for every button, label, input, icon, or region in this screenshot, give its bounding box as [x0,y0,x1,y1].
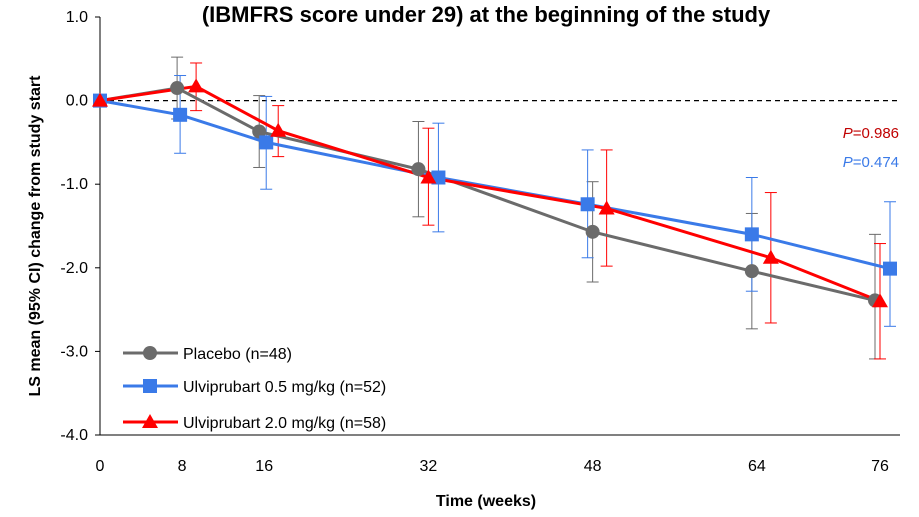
x-tick-label: 16 [255,458,273,475]
error-bars [171,56,896,360]
data-point-circle [411,162,426,177]
data-point-square [883,261,897,276]
data-point-triangle [762,249,779,264]
data-point-circle [170,81,185,96]
data-point-square [744,227,759,242]
x-tick-label: 48 [584,458,602,475]
data-point-triangle [420,169,437,184]
y-tick-label: 0.0 [66,93,88,110]
axes: 1.0 0.0 -1.0 -2.0 -3.0 -4.0 0 8 16 32 48 64 76 [60,9,900,475]
data-point-circle [143,346,157,360]
data-point-triangle [92,92,108,107]
x-tick-label: 76 [871,458,889,475]
p-value-2-value: =0.474 [853,154,899,171]
y-axis-label: LS mean (95% CI) change from study start [27,75,44,397]
legend-label: Placebo (n=48) [183,346,292,363]
series-lines [99,84,891,303]
legend-label: Ulviprubart 0.5 mg/kg (n=52) [183,379,386,396]
x-tick-label: 8 [178,458,187,475]
legend-label: Ulviprubart 2.0 mg/kg (n=58) [183,415,386,432]
svg-text:P=0.986: P=0.986 [843,125,899,142]
p-value-2: P=0.474 [843,154,899,171]
data-point-circle [252,124,267,139]
series-line-2 [99,99,891,271]
x-axis-label: Time (weeks) [436,493,536,510]
y-tick-label: -3.0 [60,343,88,360]
chart-title: (IBMFRS score under 29) at the beginning… [202,2,771,27]
data-point-triangle [188,78,205,93]
data-point-triangle [270,122,287,137]
y-tick-label: 1.0 [66,9,88,26]
data-point-triangle [872,293,888,308]
data-point-triangle [142,414,158,428]
data-point-square [143,379,157,393]
p-value-1-prefix: P [843,125,853,142]
data-point-triangle [598,200,615,215]
y-tick-label: -1.0 [60,176,88,193]
p-value-1-value: =0.986 [853,125,899,142]
data-point-square [259,135,274,150]
series-line-1 [99,86,876,302]
y-tick-label: -2.0 [60,260,88,277]
p-value-1: P=0.986 [843,125,899,142]
data-point-circle [744,264,759,279]
x-tick-label: 64 [748,458,766,475]
p-value-2-prefix: P [843,154,853,171]
data-point-square [173,107,188,122]
y-tick-label: -4.0 [60,427,88,444]
series-markers [92,78,897,308]
data-point-circle [585,224,600,239]
x-tick-label: 32 [420,458,438,475]
svg-text:P=0.474: P=0.474 [843,154,899,171]
legend: Placebo (n=48) Ulviprubart 0.5 mg/kg (n=5… [123,346,386,432]
data-point-square [580,197,595,212]
x-tick-label: 0 [96,458,105,475]
